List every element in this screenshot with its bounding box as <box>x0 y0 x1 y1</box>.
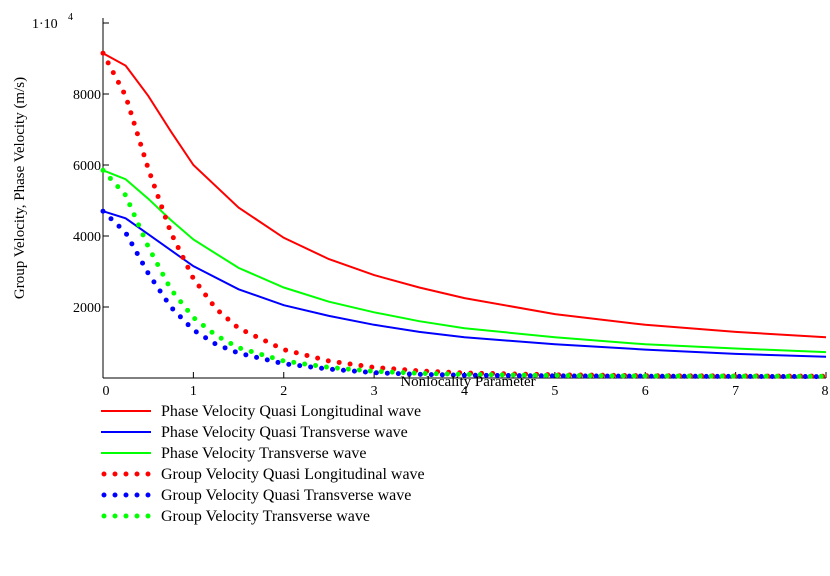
x-tick-label: 1 <box>190 384 197 399</box>
x-tick-label: 5 <box>551 384 558 399</box>
x-axis-label: Nonlocality Parameter <box>400 374 535 390</box>
plot-area <box>100 50 829 380</box>
legend-label: Group Velocity Quasi Transverse wave <box>161 487 411 504</box>
series-line-4 <box>100 50 829 379</box>
series-line-6 <box>100 167 829 379</box>
x-tick-label: 0 <box>103 384 110 399</box>
y-top-label-exponent: 4 <box>68 12 73 23</box>
legend: Phase Velocity Quasi Longitudinal wave Ph… <box>101 403 425 525</box>
legend-item-6: Group Velocity Transverse wave <box>101 508 370 525</box>
y-tick-label: 2000 <box>73 301 101 316</box>
legend-item-3: Phase Velocity Transverse wave <box>101 445 366 462</box>
x-tick-label: 2 <box>280 384 287 399</box>
legend-item-1: Phase Velocity Quasi Longitudinal wave <box>101 403 421 420</box>
x-tick-label: 7 <box>732 384 739 399</box>
legend-label: Group Velocity Quasi Longitudinal wave <box>161 466 425 483</box>
y-tick-label: 6000 <box>73 159 101 174</box>
y-axis-label: Group Velocity, Phase Velocity (m/s) <box>12 77 28 299</box>
legend-label: Phase Velocity Transverse wave <box>161 445 366 462</box>
series-line-3 <box>102 169 827 354</box>
y-top-tick-label: 1·10 4 <box>32 12 73 32</box>
series-line-5 <box>100 208 829 380</box>
y-tick-label: 8000 <box>73 88 101 103</box>
x-tick-label: 4 <box>461 384 468 399</box>
legend-label: Phase Velocity Quasi Longitudinal wave <box>161 403 421 420</box>
legend-item-5: Group Velocity Quasi Transverse wave <box>101 487 411 504</box>
series-line-1 <box>102 52 827 339</box>
y-top-label-base: 1·10 <box>32 17 58 32</box>
x-tick-label: 8 <box>822 384 829 399</box>
legend-label: Group Velocity Transverse wave <box>161 508 370 525</box>
x-tick-label: 3 <box>371 384 378 399</box>
legend-item-4: Group Velocity Quasi Longitudinal wave <box>101 466 425 483</box>
legend-item-2: Phase Velocity Quasi Transverse wave <box>101 424 408 441</box>
axes: 0 1 2 3 4 5 6 7 8 2000 4000 6000 8000 1·10 4 <box>32 12 829 399</box>
series-line-2 <box>102 210 827 358</box>
y-tick-label: 4000 <box>73 230 101 245</box>
legend-label: Phase Velocity Quasi Transverse wave <box>161 424 408 441</box>
x-tick-label: 6 <box>642 384 649 399</box>
